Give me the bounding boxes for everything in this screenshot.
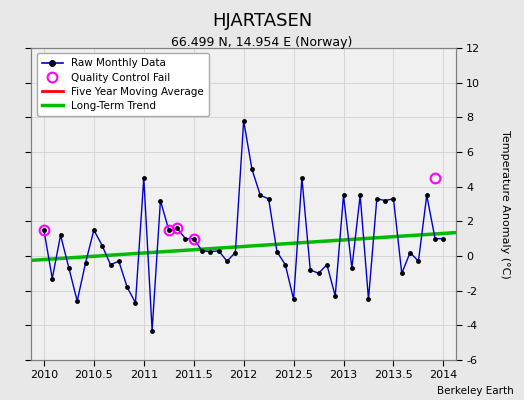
Text: 66.499 N, 14.954 E (Norway): 66.499 N, 14.954 E (Norway) [171,36,353,49]
Y-axis label: Temperature Anomaly (°C): Temperature Anomaly (°C) [500,130,510,278]
Text: HJARTASEN: HJARTASEN [212,12,312,30]
Legend: Raw Monthly Data, Quality Control Fail, Five Year Moving Average, Long-Term Tren: Raw Monthly Data, Quality Control Fail, … [37,53,209,116]
Text: Berkeley Earth: Berkeley Earth [437,386,514,396]
